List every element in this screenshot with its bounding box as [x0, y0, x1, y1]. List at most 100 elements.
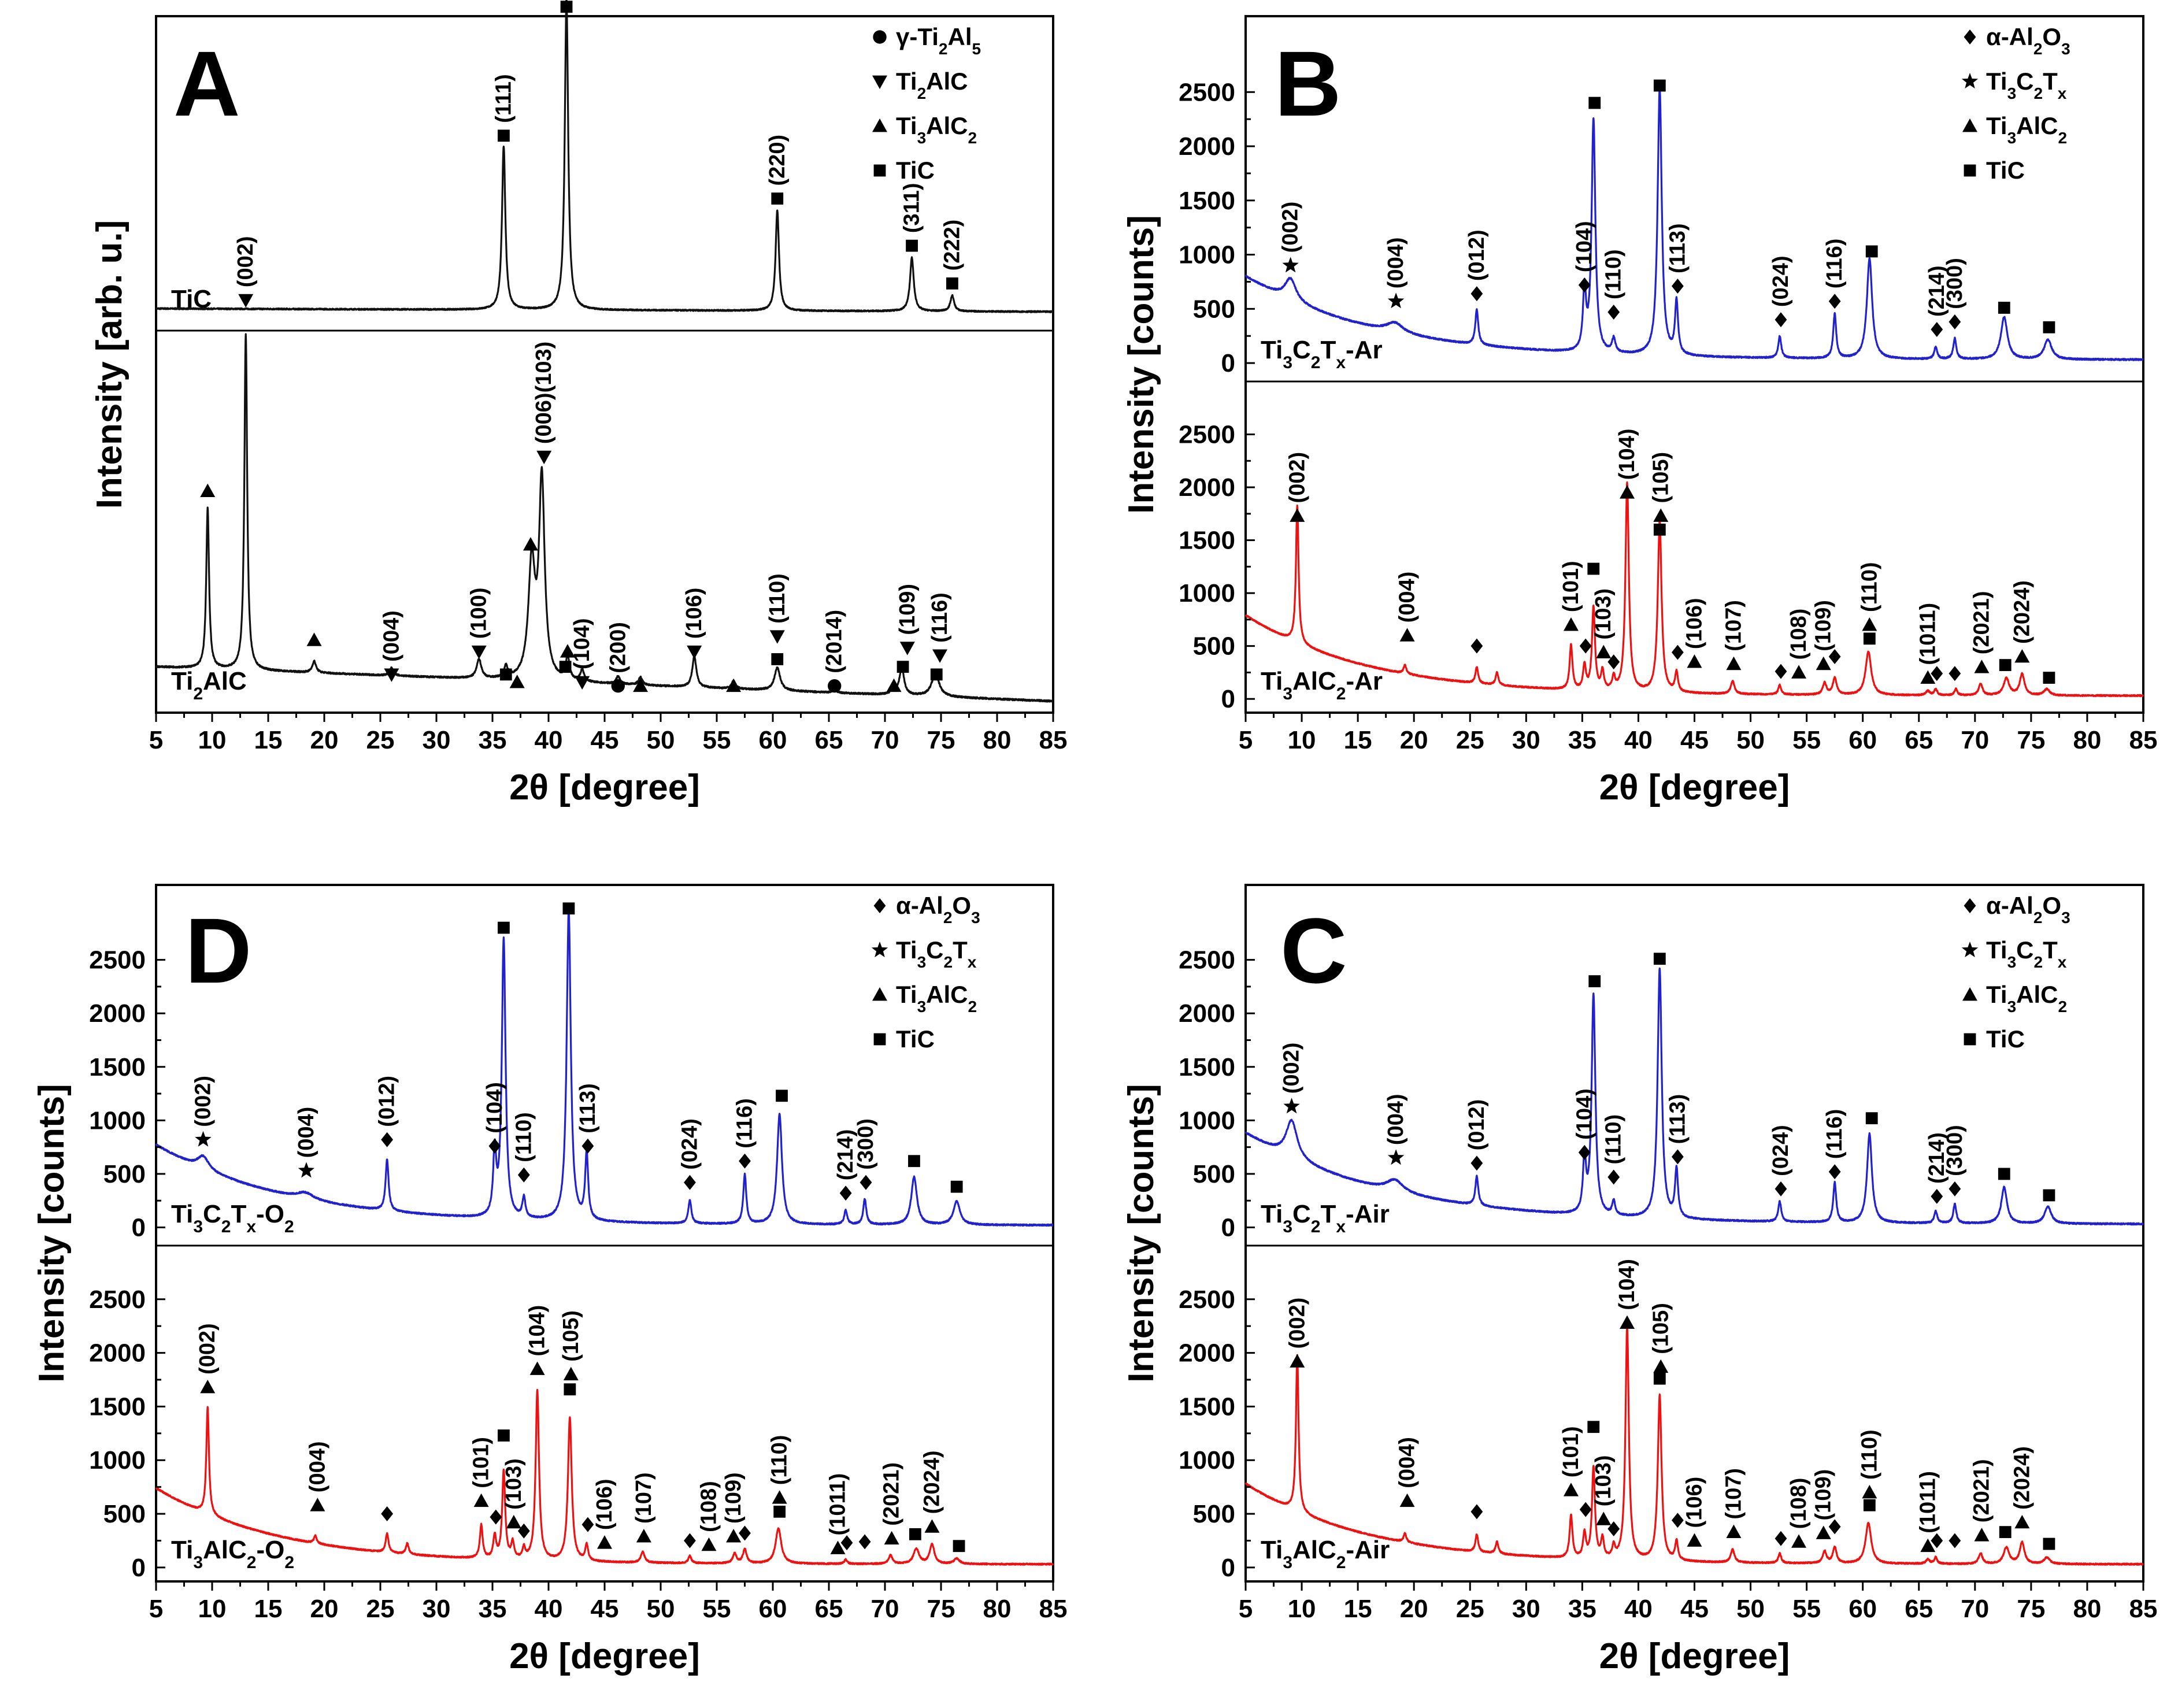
y-tick-label: 2500 [1179, 1285, 1235, 1314]
x-tick-label: 15 [254, 726, 283, 754]
y-axis-label: Intensity [arb. u.] [90, 220, 129, 509]
peak-label: (101) [1559, 561, 1583, 612]
y-tick-label: 1500 [1179, 527, 1235, 555]
x-tick-label: 15 [254, 1595, 283, 1623]
peak-marker-diamond [1931, 321, 1943, 337]
peak-marker-square [1653, 79, 1666, 92]
y-tick-label: 500 [1193, 632, 1235, 661]
y-tick-label: 500 [103, 1500, 146, 1528]
peak-label: (2024) [2010, 580, 2034, 644]
peak-marker-square [1865, 245, 1878, 258]
peak-marker-triangle-up [200, 1380, 216, 1394]
legend-marker-square [873, 1033, 886, 1046]
peak-label: (103) [502, 1458, 526, 1510]
legend-label: Ti3AlC2 [1986, 112, 2067, 147]
peak-label: (109) [1812, 600, 1836, 651]
peak-marker-triangle-down [471, 645, 487, 660]
x-tick-label: 35 [479, 1595, 507, 1623]
peak-marker-triangle-up [830, 1540, 846, 1554]
series-line-D-1 [155, 1388, 1054, 1566]
peak-label: (004) [294, 1107, 318, 1158]
sample-label: Ti3AlC2-Air [1261, 1536, 1390, 1572]
series-line-C-1 [1244, 1325, 2144, 1566]
panel-letter: D [185, 899, 252, 1002]
peak-marker-diamond [1949, 1181, 1961, 1196]
peak-label: (024) [677, 1118, 702, 1170]
peak-marker-square [1587, 1421, 1600, 1433]
y-tick-label: 1000 [1179, 1446, 1235, 1474]
x-axis-label: 2θ [degree] [509, 1636, 700, 1676]
peak-marker-triangle-up [1290, 1354, 1305, 1368]
y-tick-label: 2000 [1179, 999, 1235, 1028]
x-tick-label: 65 [1905, 726, 1933, 754]
peak-label: (220) [765, 135, 790, 186]
peak-marker-triangle-up [726, 1529, 742, 1543]
x-tick-label: 70 [1961, 726, 1989, 754]
peak-label: (105) [559, 1310, 583, 1362]
series-line-B-1 [1244, 481, 2144, 698]
peak-label: (222) [940, 220, 964, 271]
peak-marker-diamond [739, 1525, 751, 1541]
peak-label: (002) [1285, 452, 1309, 503]
legend-marker-star [1961, 942, 1979, 958]
peak-marker-triangle-up [1862, 617, 1877, 631]
peak-label: (104) [483, 1082, 507, 1133]
peak-label: (104) [570, 618, 594, 669]
x-tick-label: 45 [1680, 1595, 1709, 1623]
peak-marker-star [195, 1131, 212, 1147]
series-line-B-0 [1244, 87, 2144, 361]
peak-label: (105) [1649, 452, 1673, 503]
peak-marker-star [1282, 257, 1299, 273]
x-tick-label: 10 [198, 1595, 227, 1623]
legend-label: α-Al2O3 [1986, 23, 2070, 58]
y-tick-label: 1500 [89, 1053, 146, 1081]
peak-label: (104) [525, 1305, 550, 1357]
peak-marker-star [1283, 1098, 1300, 1114]
x-tick-label: 80 [983, 1595, 1012, 1623]
peak-marker-square [773, 1505, 786, 1518]
peak-label: (004) [1395, 572, 1420, 623]
peak-label: (200) [606, 622, 630, 673]
peak-label: (104) [1615, 1259, 1639, 1310]
legend-label: TiC [1986, 1025, 2025, 1053]
peak-marker-triangle-up [1920, 670, 1936, 684]
x-axis-label: 2θ [degree] [509, 768, 700, 807]
peak-marker-square [562, 902, 575, 915]
peak-label: (110) [768, 1435, 792, 1485]
x-tick-label: 65 [1905, 1595, 1933, 1623]
peak-label: (110) [765, 573, 790, 624]
peak-label: (110) [1602, 249, 1626, 299]
y-tick-label: 1000 [1179, 579, 1235, 607]
peak-marker-diamond [1775, 1181, 1787, 1196]
peak-label: (006)(103) [532, 342, 556, 444]
x-tick-label: 60 [1849, 1595, 1877, 1623]
peak-marker-triangle-up [886, 678, 902, 692]
peak-marker-triangle-up [726, 678, 742, 692]
peak-marker-diamond [1470, 1155, 1483, 1171]
y-tick-label: 0 [1221, 685, 1235, 713]
x-tick-label: 50 [647, 726, 675, 754]
x-tick-label: 5 [1239, 726, 1253, 754]
peak-marker-triangle-up [1726, 656, 1742, 670]
y-tick-label: 1000 [1179, 1106, 1235, 1135]
y-tick-label: 0 [1221, 1554, 1235, 1582]
peak-marker-triangle-up [1791, 1534, 1807, 1548]
y-axis-label: Intensity [counts] [1121, 215, 1161, 514]
peak-label: (004) [1384, 1094, 1408, 1145]
x-tick-label: 75 [2017, 726, 2045, 754]
x-tick-label: 15 [1344, 1595, 1372, 1623]
peak-label: (116) [928, 592, 952, 643]
x-tick-label: 50 [1736, 726, 1765, 754]
peak-marker-square [1587, 562, 1600, 575]
peak-label: (109) [721, 1472, 746, 1524]
peak-label: (113) [576, 1083, 600, 1133]
peak-marker-triangle-up [563, 1366, 579, 1381]
x-tick-label: 5 [149, 1595, 163, 1623]
peak-marker-square [908, 1155, 920, 1168]
peak-marker-triangle-up [1620, 485, 1635, 499]
legend-label: Ti3C2Tx [896, 936, 977, 971]
peak-label: (116) [1822, 239, 1847, 289]
y-tick-label: 1000 [1179, 241, 1235, 269]
peak-label: (110) [512, 1112, 536, 1162]
y-tick-label: 0 [132, 1214, 146, 1242]
